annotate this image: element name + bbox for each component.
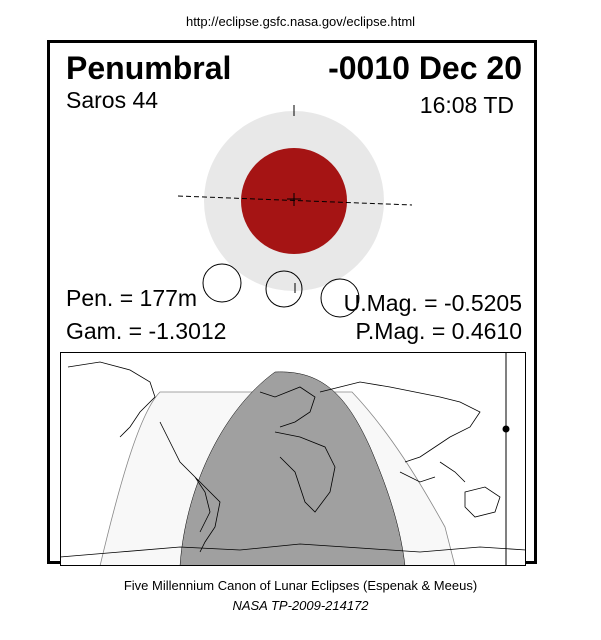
canon-citation: Five Millennium Canon of Lunar Eclipses … <box>123 578 478 593</box>
eclipse-date: -0010 Dec 20 <box>328 50 522 86</box>
penumbral-duration: Pen. = 177m <box>66 285 198 311</box>
saros-number: Saros 44 <box>66 87 159 113</box>
nasa-publication-id: NASA TP-2009-214172 <box>232 598 369 613</box>
gamma-value: Gam. = -1.3012 <box>66 318 227 344</box>
visibility-world-map <box>60 352 526 566</box>
eclipse-type: Penumbral <box>66 50 232 86</box>
penumbral-magnitude: P.Mag. = 0.4610 <box>355 318 522 344</box>
sub-lunar-point <box>502 425 510 433</box>
map-border <box>60 352 526 566</box>
continent-outlines <box>67 361 501 553</box>
source-url[interactable]: http://eclipse.gsfc.nasa.gov/eclipse.htm… <box>185 14 416 29</box>
ecliptic-path <box>177 195 413 206</box>
moon-position-greatest <box>265 270 303 308</box>
umbral-magnitude: U.Mag. = -0.5205 <box>343 290 522 316</box>
antarctica-outline <box>60 543 526 558</box>
moon-position-first-contact <box>202 263 242 303</box>
eclipse-time: 16:08 TD <box>419 92 514 118</box>
moon-position-last-contact <box>320 278 360 318</box>
